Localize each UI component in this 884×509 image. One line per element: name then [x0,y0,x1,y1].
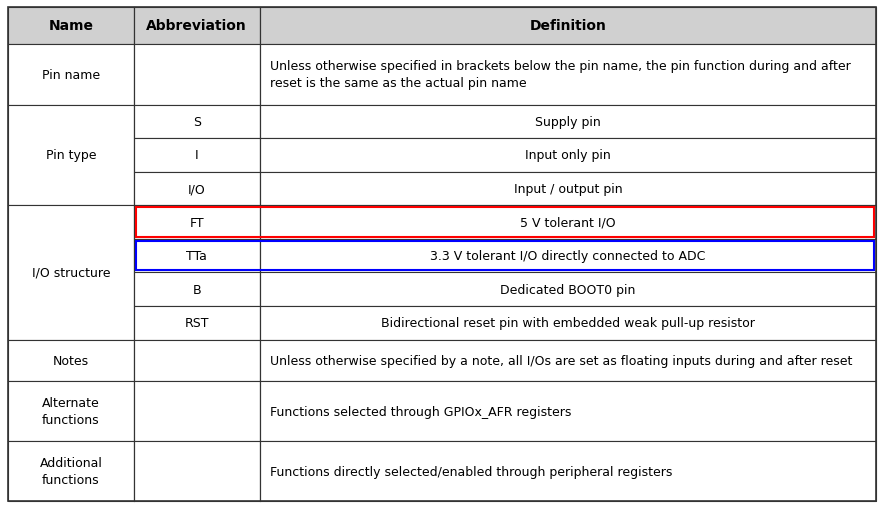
Bar [260,206,876,239]
Text: Name: Name [49,19,94,33]
Text: FT: FT [189,216,204,229]
Text: Functions selected through GPIOx_AFR registers: Functions selected through GPIOx_AFR reg… [270,405,571,418]
Text: Supply pin: Supply pin [535,116,601,129]
Bar [8,382,133,441]
Text: Abbreviation: Abbreviation [147,19,248,33]
Bar [133,306,260,340]
Text: 5 V tolerant I/O: 5 V tolerant I/O [520,216,615,229]
Bar [260,45,876,105]
Text: S: S [193,116,201,129]
Bar [260,273,876,306]
Bar [133,139,260,173]
Bar [260,139,876,173]
Bar [260,173,876,206]
Bar [136,208,874,237]
Bar [260,340,876,382]
Text: Input only pin: Input only pin [525,149,611,162]
Text: Additional
functions: Additional functions [40,456,103,486]
Bar [133,105,260,139]
Bar [8,206,133,340]
Bar [136,241,874,271]
Bar [133,382,260,441]
Text: I/O structure: I/O structure [32,266,110,279]
Bar [260,105,876,139]
Bar [133,173,260,206]
Bar [260,239,876,273]
Bar [133,340,260,382]
Text: I: I [195,149,199,162]
Bar [133,273,260,306]
Text: Alternate
functions: Alternate functions [42,397,100,427]
Bar [260,8,876,45]
Bar [8,105,133,206]
Text: Bidirectional reset pin with embedded weak pull-up resistor: Bidirectional reset pin with embedded we… [381,317,755,330]
Text: I/O: I/O [188,183,206,195]
Text: Definition: Definition [530,19,606,33]
Bar [133,206,260,239]
Text: Notes: Notes [53,354,89,367]
Bar [8,8,133,45]
Text: TTa: TTa [187,249,207,263]
Text: Pin name: Pin name [42,69,100,81]
Bar [260,306,876,340]
Text: Input / output pin: Input / output pin [514,183,622,195]
Bar [133,8,260,45]
Text: 3.3 V tolerant I/O directly connected to ADC: 3.3 V tolerant I/O directly connected to… [431,249,705,263]
Bar [8,441,133,501]
Bar [260,382,876,441]
Text: Unless otherwise specified by a note, all I/Os are set as floating inputs during: Unless otherwise specified by a note, al… [270,354,852,367]
Bar [8,340,133,382]
Text: Dedicated BOOT0 pin: Dedicated BOOT0 pin [500,283,636,296]
Text: B: B [193,283,201,296]
Text: Pin type: Pin type [46,149,96,162]
Text: Functions directly selected/enabled through peripheral registers: Functions directly selected/enabled thro… [270,465,672,477]
Bar [8,45,133,105]
Bar [133,45,260,105]
Text: RST: RST [185,317,209,330]
Text: Unless otherwise specified in brackets below the pin name, the pin function duri: Unless otherwise specified in brackets b… [270,60,850,90]
Bar [133,239,260,273]
Bar [133,441,260,501]
Bar [260,441,876,501]
